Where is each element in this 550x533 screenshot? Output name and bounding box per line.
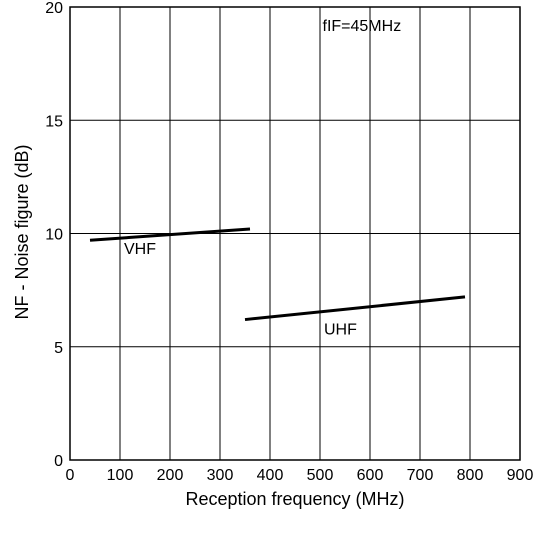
x-tick-label: 500 [307, 467, 334, 484]
y-tick-label: 20 [45, 0, 63, 17]
x-axis-title: Reception frequency (MHz) [185, 489, 404, 509]
x-tick-label: 600 [357, 467, 384, 484]
y-tick-label: 10 [45, 227, 63, 244]
y-tick-label: 0 [54, 453, 63, 470]
grid-lines [70, 7, 520, 460]
series-lines [89, 227, 466, 322]
y-tick-labels: 0 5 10 15 20 [45, 0, 63, 470]
y-tick-label: 5 [54, 340, 63, 357]
x-tick-label: 100 [107, 467, 134, 484]
annotation-label: fIF=45MHz [323, 18, 402, 35]
x-tick-label: 900 [507, 467, 534, 484]
annotation-label: UHF [324, 321, 357, 338]
series-line-uhf [244, 295, 466, 322]
annotation-label: VHF [124, 241, 156, 258]
annotations: fIF=45MHz VHF UHF [124, 18, 401, 339]
y-tick-label: 15 [45, 113, 63, 130]
x-tick-label: 300 [207, 467, 234, 484]
x-tick-label: 800 [457, 467, 484, 484]
x-tick-labels: 0 100 200 300 400 500 600 700 800 900 [66, 467, 534, 484]
x-tick-label: 400 [257, 467, 284, 484]
plot-frame [69, 6, 521, 461]
x-tick-label: 0 [66, 467, 75, 484]
series-line-vhf [89, 227, 251, 242]
y-axis-title: NF - Noise figure (dB) [12, 144, 32, 319]
x-tick-label: 700 [407, 467, 434, 484]
x-tick-label: 200 [157, 467, 184, 484]
